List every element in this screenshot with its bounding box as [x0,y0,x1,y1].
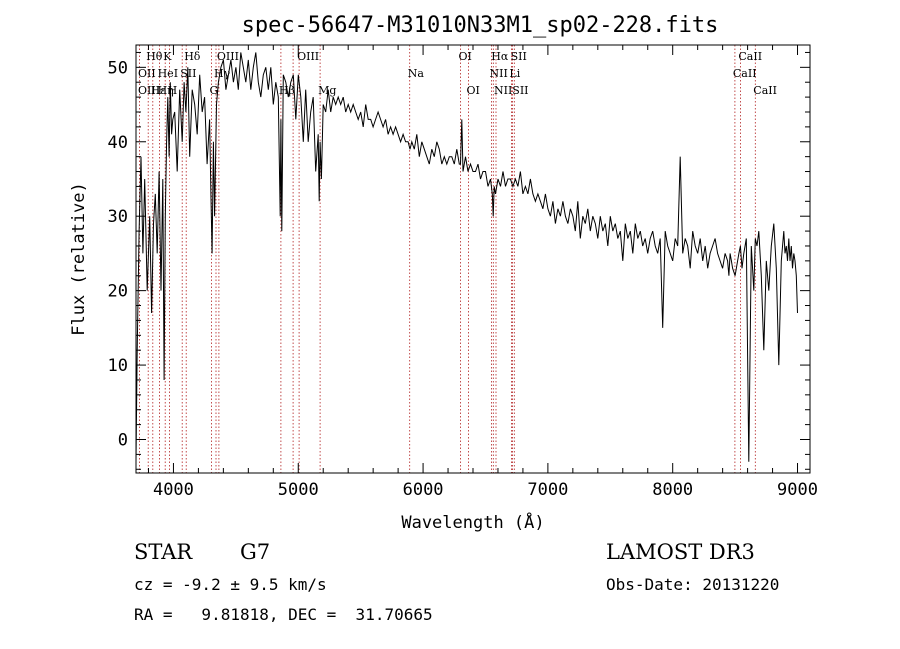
line-marker-label: SII [511,50,527,63]
line-marker-label: K [163,50,172,63]
redshift-cz: cz = -9.2 ± 9.5 km/s [134,575,327,594]
line-marker-label: OIII [217,50,239,63]
y-tick-label: 0 [118,431,128,451]
line-marker-label: Hθ [146,50,163,63]
x-axis-ticks: 4000 5000 6000 7000 8000 9000 [147,45,818,500]
line-marker-label: CaII [733,67,757,80]
line-marker-label: Na [408,67,425,80]
observation-date: Obs-Date: 20131220 [606,575,779,594]
x-tick-label: 9000 [777,480,818,500]
line-marker-label: Hγ [214,67,231,80]
spectrum-line [135,52,798,462]
x-tick-label: 8000 [652,480,693,500]
survey-name: LAMOST DR3 [606,540,755,564]
line-marker-label: CaII [738,50,762,63]
line-marker-label: Mg [318,84,336,97]
y-axis-label: Flux (relative) [69,182,89,336]
line-marker-label: NII [490,67,508,80]
x-tick-label: 5000 [278,480,319,500]
emission-line-markers [138,45,756,473]
line-marker-label: CaII [753,84,777,97]
ra-dec-coordinates: RA = 9.81818, DEC = 31.70665 [134,605,433,624]
x-tick-label: 7000 [527,480,568,500]
line-marker-label: Hδ [184,50,201,63]
line-marker-label: OIII [297,50,319,63]
line-marker-label: Hε [151,84,167,97]
y-axis-ticks: 0 10 20 30 40 50 [108,51,810,470]
line-marker-label: OI [467,84,480,97]
line-marker-label: G [210,84,219,97]
line-marker-label: OII [138,67,156,80]
line-marker-label: H [168,84,178,97]
line-marker-label: HeI [158,67,178,80]
line-marker-label: OI [459,50,472,63]
x-tick-label: 4000 [153,480,194,500]
object-type: STAR [134,540,193,564]
y-tick-label: 50 [108,58,128,78]
spectral-subclass: G7 [240,540,270,564]
y-tick-label: 30 [108,207,128,227]
line-marker-label: Li [509,67,520,80]
chart-title: spec-56647-M31010N33M1_sp02-228.fits [242,13,719,38]
line-marker-label: SII [512,84,528,97]
line-marker-label: NII [494,84,512,97]
line-marker-label: Hα [491,50,509,63]
y-tick-label: 40 [108,133,128,153]
x-axis-label: Wavelength (Å) [401,511,544,533]
y-tick-label: 20 [108,282,128,302]
x-tick-label: 6000 [403,480,444,500]
y-tick-label: 10 [108,356,128,376]
line-marker-label: OIII [138,84,160,97]
